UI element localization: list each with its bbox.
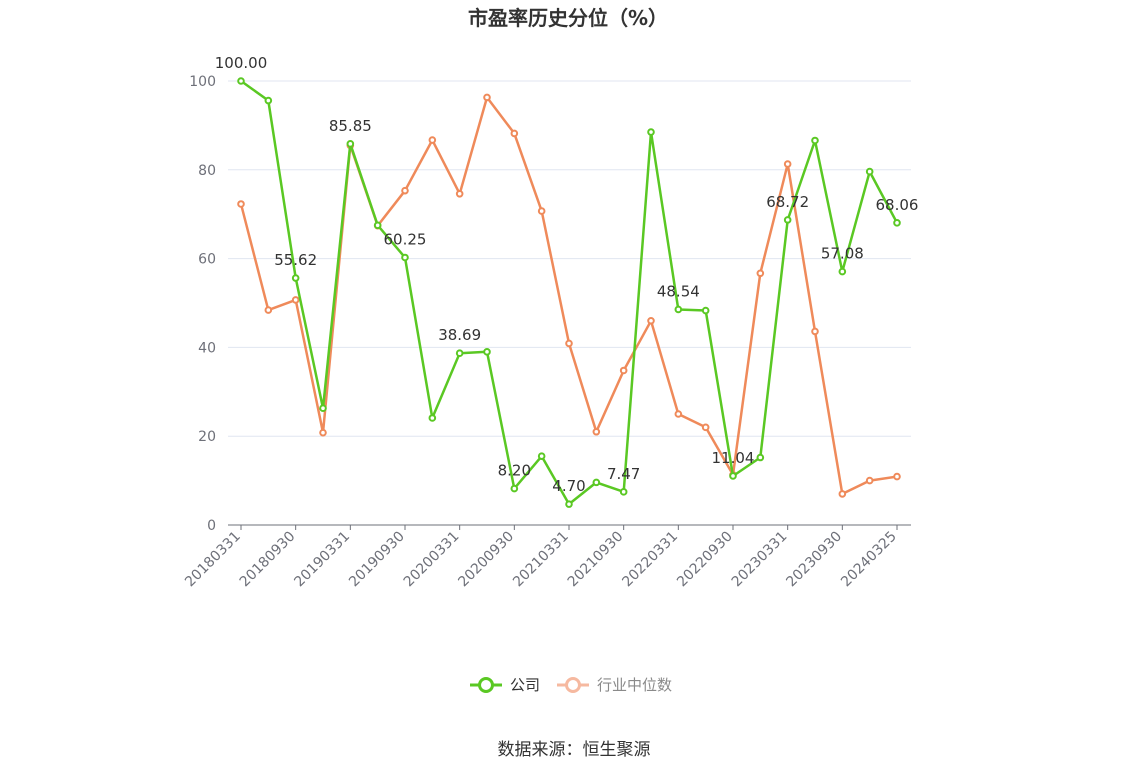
company-point[interactable] — [729, 472, 737, 480]
x-tick-label: 20220331 — [619, 529, 681, 591]
industry-median-point[interactable] — [455, 189, 464, 198]
industry-median-point[interactable] — [565, 339, 573, 348]
company-point[interactable] — [756, 453, 765, 462]
company-point[interactable] — [783, 216, 792, 224]
company-data-label: 8.20 — [498, 462, 531, 480]
company-point[interactable] — [838, 267, 847, 276]
x-tick-label: 20190331 — [291, 529, 353, 591]
x-tick-label: 20180930 — [237, 529, 299, 591]
industry-median-line — [239, 96, 898, 496]
company-point[interactable] — [811, 136, 819, 145]
x-tick-label: 20190930 — [346, 529, 408, 591]
company-data-label: 60.25 — [384, 230, 427, 248]
legend-item-company[interactable]: 公司 — [470, 676, 540, 694]
industry-median-point[interactable] — [428, 136, 437, 144]
y-tick-label: 60 — [198, 252, 216, 268]
legend-company-marker — [478, 677, 494, 693]
company-data-label: 55.62 — [274, 251, 317, 269]
company-point[interactable] — [565, 500, 573, 508]
company-point[interactable] — [592, 478, 601, 487]
data-labels: 100.00 55.62 85.85 60.25 38.69 8.20 4.70 7.47 48… — [215, 54, 919, 495]
company-point[interactable] — [647, 128, 655, 136]
x-tick-label: 20210331 — [510, 529, 572, 591]
x-tick-label: 20210930 — [565, 529, 627, 591]
company-point[interactable] — [510, 484, 519, 493]
company-data-label: 85.85 — [329, 117, 372, 135]
company-point[interactable] — [373, 221, 382, 230]
industry-median-point[interactable] — [619, 366, 628, 375]
company-point[interactable] — [619, 488, 628, 496]
company-data-label: 7.47 — [607, 465, 640, 483]
company-data-label: 11.04 — [712, 449, 755, 467]
legend-item-industry-median[interactable]: 行业中位数 — [557, 676, 672, 694]
chart-title: 市盈率历史分位（%） — [468, 6, 668, 30]
company-line — [240, 79, 899, 506]
x-tick-label: 20230331 — [729, 529, 791, 591]
company-data-label: 57.08 — [821, 245, 864, 263]
company-point[interactable] — [865, 167, 874, 176]
industry-median-point[interactable] — [537, 207, 546, 215]
legend-industry-marker — [565, 677, 581, 693]
axes: 0 20 40 60 80 100 2018033120180930201903312019… — [182, 74, 911, 590]
company-point[interactable] — [674, 305, 683, 314]
x-tick-label: 20240325 — [838, 529, 900, 591]
company-point[interactable] — [483, 348, 491, 356]
industry-median-point[interactable] — [291, 296, 300, 304]
x-tick-label: 20230930 — [783, 529, 845, 591]
legend[interactable]: 公司 行业中位数 — [470, 676, 672, 694]
x-tick-label: 20200930 — [455, 529, 517, 591]
company-data-label: 48.54 — [657, 282, 700, 300]
company-point[interactable] — [346, 140, 355, 148]
industry-median-point[interactable] — [811, 327, 819, 336]
series-lines — [237, 77, 901, 508]
grid-lines — [228, 80, 911, 437]
company-point[interactable] — [428, 414, 437, 422]
industry-median-point[interactable] — [510, 129, 519, 138]
y-tick-label: 20 — [198, 429, 216, 445]
company-point[interactable] — [455, 349, 464, 358]
company-data-label: 68.06 — [876, 196, 919, 214]
y-tick-label: 100 — [189, 74, 216, 90]
series-company — [237, 77, 901, 508]
industry-median-point[interactable] — [319, 428, 327, 437]
company-point[interactable] — [701, 306, 710, 315]
industry-median-point[interactable] — [783, 160, 792, 168]
legend-company-label: 公司 — [510, 676, 540, 694]
industry-median-point[interactable] — [264, 306, 273, 314]
legend-industry-label: 行业中位数 — [597, 676, 672, 694]
company-data-label: 68.72 — [766, 193, 809, 211]
industry-median-point[interactable] — [401, 186, 409, 195]
x-tick-label: 20200331 — [401, 529, 463, 591]
company-point[interactable] — [537, 452, 546, 460]
industry-median-point[interactable] — [674, 410, 683, 418]
industry-median-point[interactable] — [592, 427, 601, 436]
industry-median-point[interactable] — [647, 316, 655, 325]
industry-median-point[interactable] — [865, 476, 874, 485]
company-point[interactable] — [893, 219, 901, 227]
company-point[interactable] — [291, 274, 300, 282]
industry-median-point[interactable] — [838, 490, 847, 498]
company-data-label: 100.00 — [215, 54, 268, 72]
x-tick-label: 20220930 — [674, 529, 736, 591]
industry-median-point[interactable] — [893, 472, 901, 481]
x-tick-label: 20180331 — [182, 529, 244, 591]
y-tick-label: 40 — [198, 340, 216, 356]
company-point[interactable] — [401, 253, 409, 262]
company-data-label: 4.70 — [552, 477, 585, 495]
industry-median-point[interactable] — [483, 93, 491, 102]
company-data-label: 38.69 — [438, 326, 481, 344]
company-point[interactable] — [319, 404, 327, 413]
company-point[interactable] — [237, 77, 245, 85]
data-source: 数据来源：恒生聚源 — [498, 740, 651, 760]
industry-median-point[interactable] — [701, 423, 710, 432]
company-point[interactable] — [264, 96, 273, 105]
y-tick-label: 80 — [198, 163, 216, 179]
industry-median-point[interactable] — [237, 200, 245, 208]
y-tick-label: 0 — [207, 518, 216, 534]
industry-median-point[interactable] — [756, 269, 765, 278]
